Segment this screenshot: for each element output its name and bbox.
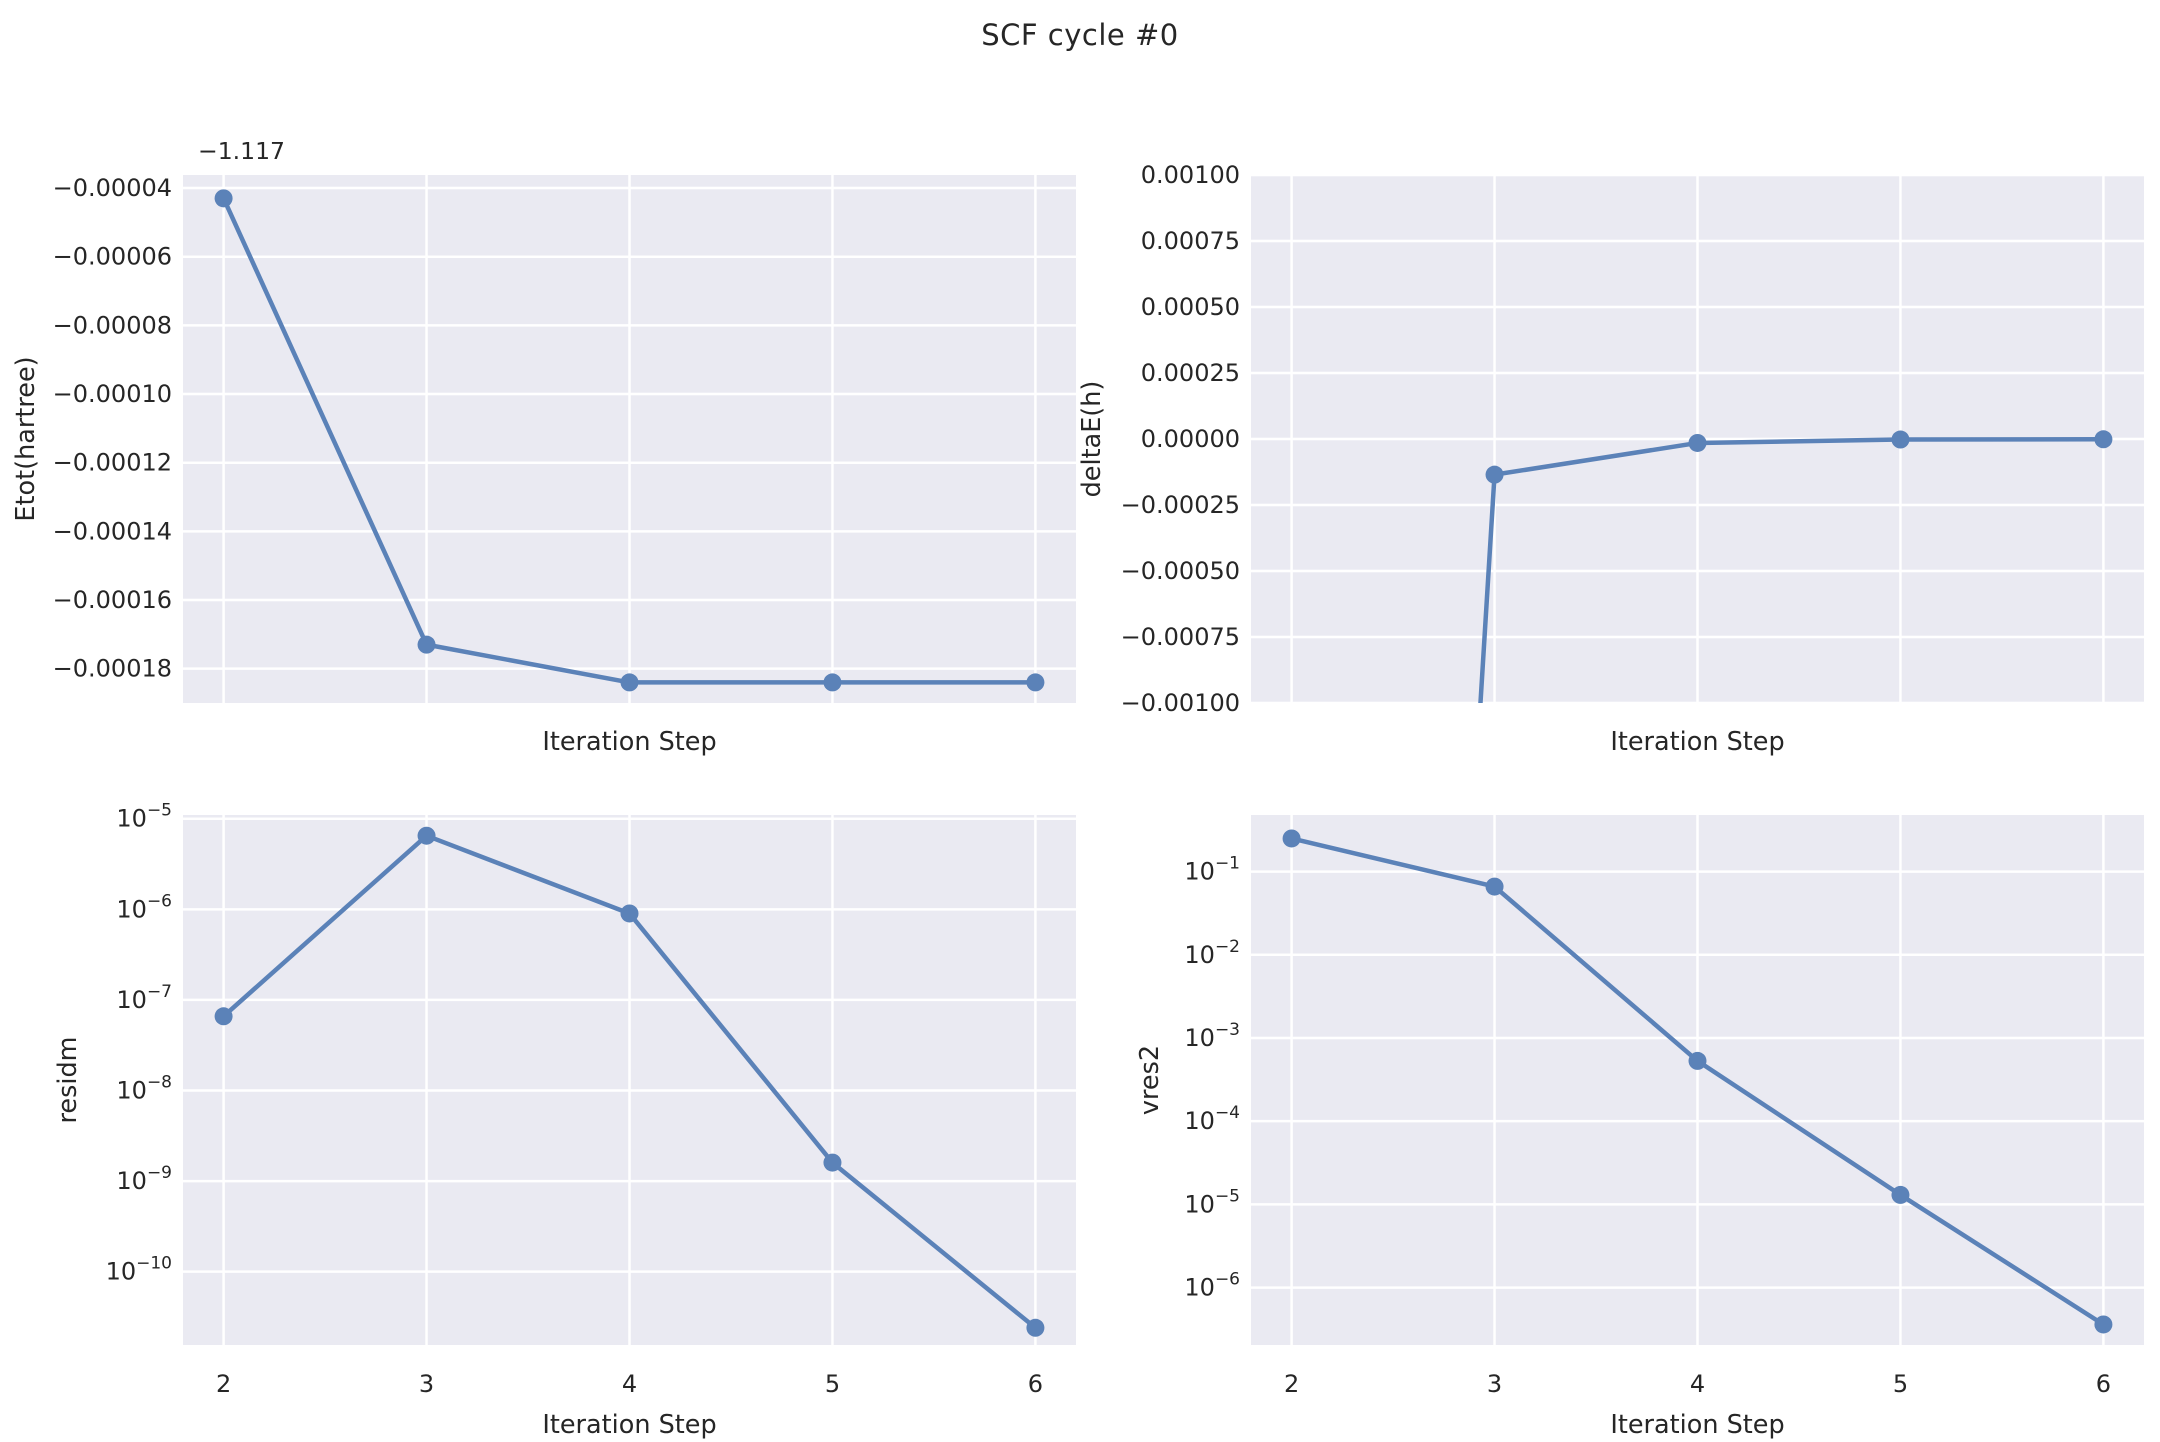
y-tick-label: 0.00025 xyxy=(1141,359,1240,387)
y-tick-label: −0.00006 xyxy=(53,243,172,271)
y-tick-label: −0.00016 xyxy=(53,586,172,614)
data-point xyxy=(1026,673,1045,692)
subplot-residm: 10−5 10−6 10−7 10−8 10−9 10−10 2 3 4 5 6 Iteration … xyxy=(53,801,1076,1440)
x-axis-label: Iteration Step xyxy=(1610,727,1784,757)
y-tick-label: 10−6 xyxy=(1184,1270,1240,1302)
data-point xyxy=(1688,433,1707,452)
data-point xyxy=(417,635,436,654)
x-axis-label: Iteration Step xyxy=(542,727,716,757)
figure-title: SCF cycle #0 xyxy=(981,18,1179,52)
x-tick-label: 2 xyxy=(216,1370,231,1398)
y-tick-label: −0.00025 xyxy=(1121,491,1240,519)
y-tick-label: −0.00018 xyxy=(53,655,172,683)
y-axis-label: residm xyxy=(53,1036,83,1123)
data-point xyxy=(620,673,639,692)
data-point xyxy=(2094,1315,2113,1334)
axis-offset-label: −1.117 xyxy=(198,137,285,165)
y-tick-label: 10−6 xyxy=(116,891,172,923)
subplot-deltae: 0.00100 0.00075 0.00050 0.00025 0.00000 −0.00… xyxy=(1077,161,2144,757)
x-tick-label: 3 xyxy=(1487,1370,1502,1398)
subplot-etot: −0.00004 −0.00006 −0.00008 −0.00010 −0.00012… xyxy=(11,137,1076,757)
data-point xyxy=(417,826,436,845)
x-axis-label: Iteration Step xyxy=(542,1410,716,1440)
data-point xyxy=(1485,465,1504,484)
x-tick-label: 3 xyxy=(419,1370,434,1398)
x-tick-label: 2 xyxy=(1284,1370,1299,1398)
data-point xyxy=(1891,1185,1910,1204)
y-tick-label: 10−10 xyxy=(106,1254,172,1286)
x-axis-label: Iteration Step xyxy=(1610,1410,1784,1440)
x-tick-label: 4 xyxy=(1690,1370,1705,1398)
y-tick-label: 10−5 xyxy=(1184,1186,1240,1218)
data-point xyxy=(214,1007,233,1026)
y-tick-label: −0.00014 xyxy=(53,517,172,545)
y-tick-label: 0.00050 xyxy=(1141,293,1240,321)
data-point xyxy=(1891,430,1910,449)
x-tick-label: 6 xyxy=(2096,1370,2111,1398)
y-axis-label: deltaE(h) xyxy=(1077,381,1107,498)
y-tick-label: −0.00100 xyxy=(1121,689,1240,717)
y-tick-label: 10−5 xyxy=(116,801,172,833)
x-tick-label: 5 xyxy=(1893,1370,1908,1398)
y-tick-label: −0.00012 xyxy=(53,449,172,477)
data-point xyxy=(823,673,842,692)
data-point xyxy=(2094,430,2113,449)
y-tick-label: 10−3 xyxy=(1184,1020,1240,1052)
data-point xyxy=(1688,1051,1707,1070)
y-tick-label: −0.00010 xyxy=(53,380,172,408)
x-tick-label: 4 xyxy=(622,1370,637,1398)
y-tick-label: −0.00075 xyxy=(1121,623,1240,651)
y-tick-label: 10−2 xyxy=(1184,937,1240,969)
y-tick-label: 0.00000 xyxy=(1141,425,1240,453)
data-point xyxy=(1485,877,1504,896)
data-point xyxy=(823,1153,842,1172)
y-tick-label: 10−4 xyxy=(1184,1103,1240,1135)
y-tick-label: 10−8 xyxy=(116,1072,172,1104)
data-point xyxy=(214,189,233,208)
data-point xyxy=(620,904,639,923)
y-tick-label: 0.00100 xyxy=(1141,161,1240,189)
y-axis-label: vres2 xyxy=(1135,1045,1165,1115)
y-tick-label: −0.00050 xyxy=(1121,557,1240,585)
y-tick-label: 0.00075 xyxy=(1141,227,1240,255)
y-tick-label: 10−1 xyxy=(1184,854,1240,886)
y-tick-label: 10−9 xyxy=(116,1163,172,1195)
subplot-vres2: 10−1 10−2 10−3 10−4 10−5 10−6 2 3 4 5 6 Iteration S… xyxy=(1135,815,2144,1440)
y-tick-label: −0.00004 xyxy=(53,174,172,202)
data-point xyxy=(1282,829,1301,848)
y-axis-label: Etot(hartree) xyxy=(11,356,41,521)
y-tick-label: −0.00008 xyxy=(53,311,172,339)
x-tick-label: 5 xyxy=(825,1370,840,1398)
data-point xyxy=(1026,1318,1045,1337)
y-tick-label: 10−7 xyxy=(116,982,172,1014)
x-tick-label: 6 xyxy=(1028,1370,1043,1398)
